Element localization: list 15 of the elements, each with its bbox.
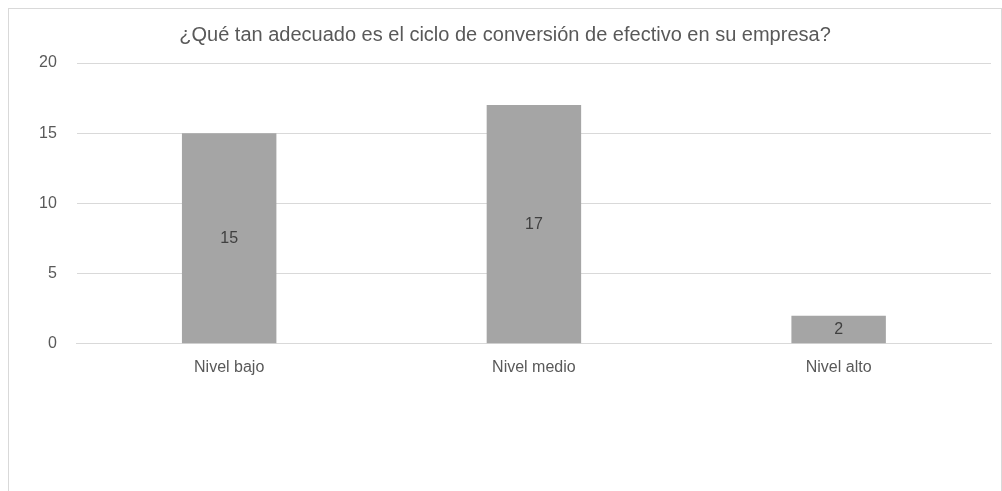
y-tick-label: 20: [39, 53, 57, 71]
bar: [181, 133, 277, 344]
y-tick-label: 5: [47, 264, 57, 282]
y-tick-label: 15: [39, 123, 57, 141]
y-tick-label: 10: [39, 193, 57, 211]
bar: [486, 105, 582, 344]
data-label: 2: [834, 319, 844, 337]
bar: [791, 315, 886, 344]
data-label: 17: [525, 214, 543, 232]
x-tick-label: Nivel alto: [805, 357, 872, 375]
y-tick-label: 0: [47, 334, 57, 352]
x-tick-label: Nivel medio: [492, 357, 576, 375]
x-tick-label: Nivel bajo: [194, 357, 265, 375]
data-label: 15: [220, 228, 239, 246]
chart-title: ¿Qué tan adecuado es el ciclo de conversión de efectivo en su empresa?: [179, 22, 831, 45]
